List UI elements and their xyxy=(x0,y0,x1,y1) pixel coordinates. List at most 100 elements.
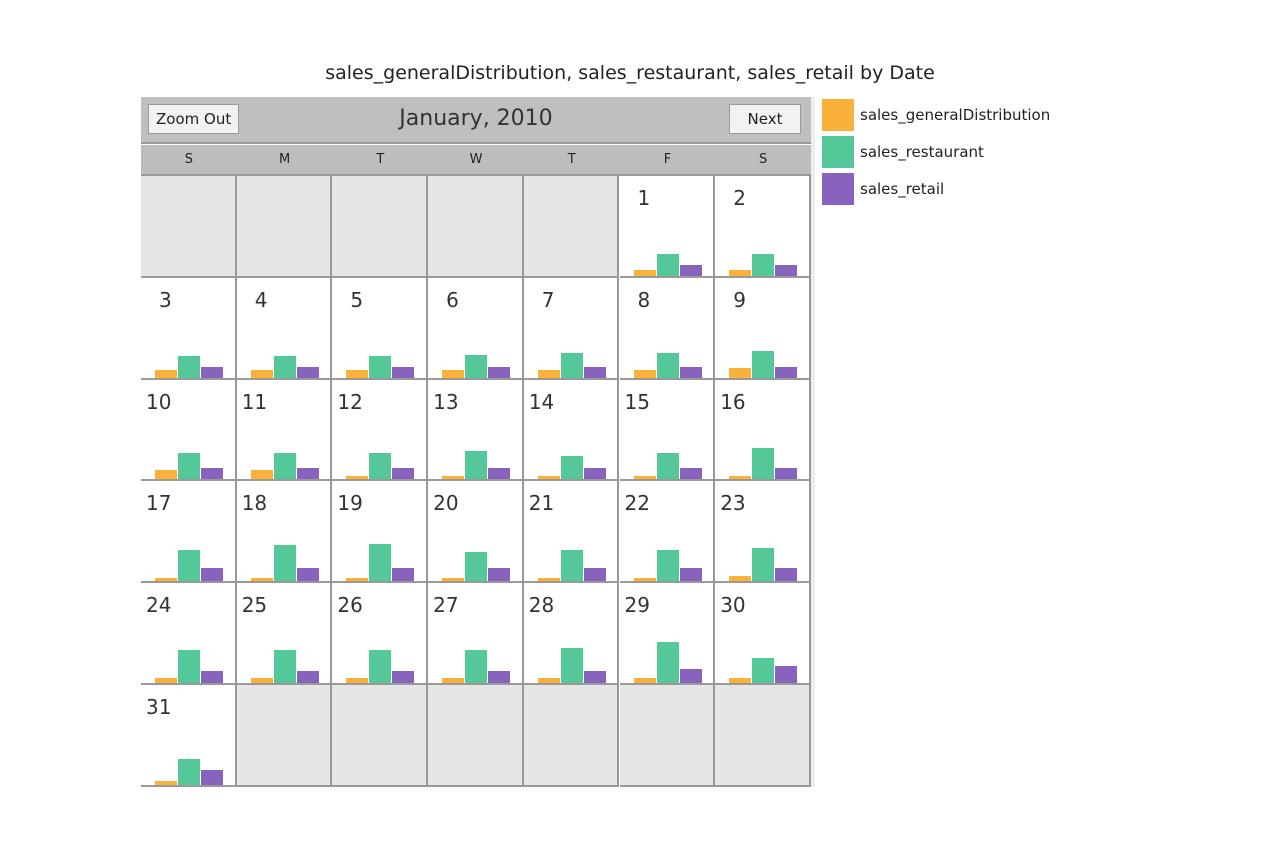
bar-sales_restaurant[interactable] xyxy=(560,550,583,582)
bar-sales_restaurant[interactable] xyxy=(273,355,296,378)
bar-sales_restaurant[interactable] xyxy=(656,253,679,276)
bar-sales_restaurant[interactable] xyxy=(465,552,488,582)
bar-sales_restaurant[interactable] xyxy=(560,647,583,683)
bar-sales_retail[interactable] xyxy=(488,568,511,582)
bar-sales_retail[interactable] xyxy=(775,366,798,378)
bar-sales_generalDistribution[interactable] xyxy=(155,470,177,480)
bar-sales_retail[interactable] xyxy=(201,568,223,582)
bar-sales_retail[interactable] xyxy=(679,264,702,276)
bar-sales_generalDistribution[interactable] xyxy=(442,476,465,480)
bar-sales_retail[interactable] xyxy=(296,366,319,378)
bar-sales_restaurant[interactable] xyxy=(178,550,200,582)
bar-sales_restaurant[interactable] xyxy=(369,544,392,582)
legend-item[interactable]: sales_generalDistribution xyxy=(822,96,1050,133)
bar-sales_retail[interactable] xyxy=(583,568,606,582)
bar-sales_retail[interactable] xyxy=(201,468,223,480)
bar-sales_retail[interactable] xyxy=(488,366,511,378)
bar-sales_retail[interactable] xyxy=(775,665,798,683)
bar-sales_restaurant[interactable] xyxy=(178,355,200,378)
bar-sales_retail[interactable] xyxy=(679,366,702,378)
bar-sales_generalDistribution[interactable] xyxy=(250,677,273,683)
bar-sales_restaurant[interactable] xyxy=(752,448,775,480)
bar-sales_restaurant[interactable] xyxy=(465,451,488,480)
bar-sales_restaurant[interactable] xyxy=(178,649,200,683)
bar-sales_restaurant[interactable] xyxy=(369,355,392,378)
bar-sales_retail[interactable] xyxy=(775,468,798,480)
bar-sales_restaurant[interactable] xyxy=(752,657,775,683)
day-number: 30 xyxy=(720,593,746,618)
bar-sales_restaurant[interactable] xyxy=(656,453,679,480)
bar-sales_restaurant[interactable] xyxy=(656,550,679,582)
zoom-out-button[interactable]: Zoom Out xyxy=(148,104,240,134)
bar-sales_retail[interactable] xyxy=(201,670,223,683)
bar-sales_retail[interactable] xyxy=(296,670,319,683)
bar-sales_retail[interactable] xyxy=(392,366,415,378)
bar-sales_retail[interactable] xyxy=(775,568,798,582)
bar-sales_generalDistribution[interactable] xyxy=(729,476,752,480)
bar-sales_generalDistribution[interactable] xyxy=(250,470,273,480)
bar-sales_generalDistribution[interactable] xyxy=(346,677,369,683)
bar-sales_generalDistribution[interactable] xyxy=(346,476,369,480)
bar-sales_generalDistribution[interactable] xyxy=(442,677,465,683)
bar-sales_generalDistribution[interactable] xyxy=(155,780,177,785)
bar-sales_restaurant[interactable] xyxy=(560,352,583,378)
bar-sales_generalDistribution[interactable] xyxy=(729,367,752,378)
bar-sales_retail[interactable] xyxy=(201,769,223,785)
empty-cell xyxy=(428,176,524,278)
bar-sales_retail[interactable] xyxy=(201,366,223,378)
bar-sales_restaurant[interactable] xyxy=(752,350,775,378)
bar-sales_generalDistribution[interactable] xyxy=(346,369,369,378)
bar-sales_restaurant[interactable] xyxy=(752,253,775,276)
bar-sales_restaurant[interactable] xyxy=(273,545,296,582)
bar-sales_retail[interactable] xyxy=(679,468,702,480)
bar-sales_generalDistribution[interactable] xyxy=(155,578,177,582)
bar-sales_restaurant[interactable] xyxy=(273,649,296,683)
bar-sales_retail[interactable] xyxy=(583,468,606,480)
bar-sales_restaurant[interactable] xyxy=(465,354,488,378)
bar-sales_generalDistribution[interactable] xyxy=(346,578,369,582)
bar-sales_restaurant[interactable] xyxy=(656,352,679,378)
bar-sales_retail[interactable] xyxy=(392,670,415,683)
bar-sales_restaurant[interactable] xyxy=(178,758,200,785)
bar-sales_generalDistribution[interactable] xyxy=(537,369,560,378)
legend-item[interactable]: sales_retail xyxy=(822,170,1050,207)
bar-sales_retail[interactable] xyxy=(296,468,319,480)
bar-sales_restaurant[interactable] xyxy=(560,456,583,480)
bar-sales_generalDistribution[interactable] xyxy=(633,578,656,582)
legend-item[interactable]: sales_restaurant xyxy=(822,133,1050,170)
bar-sales_retail[interactable] xyxy=(488,468,511,480)
bar-sales_retail[interactable] xyxy=(296,568,319,582)
next-button[interactable]: Next xyxy=(729,104,801,134)
bar-sales_restaurant[interactable] xyxy=(273,453,296,480)
bar-sales_retail[interactable] xyxy=(679,568,702,582)
bar-sales_generalDistribution[interactable] xyxy=(633,476,656,480)
bar-sales_restaurant[interactable] xyxy=(178,453,200,480)
bar-sales_retail[interactable] xyxy=(583,670,606,683)
bar-sales_generalDistribution[interactable] xyxy=(250,369,273,378)
bar-sales_generalDistribution[interactable] xyxy=(537,476,560,480)
bar-sales_retail[interactable] xyxy=(583,366,606,378)
bar-sales_retail[interactable] xyxy=(775,264,798,276)
bar-sales_generalDistribution[interactable] xyxy=(537,677,560,683)
bar-sales_retail[interactable] xyxy=(392,568,415,582)
bar-sales_generalDistribution[interactable] xyxy=(442,578,465,582)
bar-sales_generalDistribution[interactable] xyxy=(155,369,177,378)
bar-sales_restaurant[interactable] xyxy=(465,649,488,683)
bar-sales_restaurant[interactable] xyxy=(656,641,679,683)
bar-sales_retail[interactable] xyxy=(488,670,511,683)
bar-sales_generalDistribution[interactable] xyxy=(633,369,656,378)
bar-sales_generalDistribution[interactable] xyxy=(537,578,560,582)
bar-sales_generalDistribution[interactable] xyxy=(250,578,273,582)
bar-sales_generalDistribution[interactable] xyxy=(729,576,752,582)
bar-sales_retail[interactable] xyxy=(392,468,415,480)
bar-sales_generalDistribution[interactable] xyxy=(729,677,752,683)
bar-sales_retail[interactable] xyxy=(679,668,702,683)
bar-sales_generalDistribution[interactable] xyxy=(155,677,177,683)
bar-sales_generalDistribution[interactable] xyxy=(442,369,465,378)
bar-sales_restaurant[interactable] xyxy=(752,548,775,582)
bar-sales_restaurant[interactable] xyxy=(369,649,392,683)
bar-sales_generalDistribution[interactable] xyxy=(633,269,656,276)
bar-sales_restaurant[interactable] xyxy=(369,453,392,480)
bar-sales_generalDistribution[interactable] xyxy=(729,269,752,276)
bar-sales_generalDistribution[interactable] xyxy=(633,677,656,683)
